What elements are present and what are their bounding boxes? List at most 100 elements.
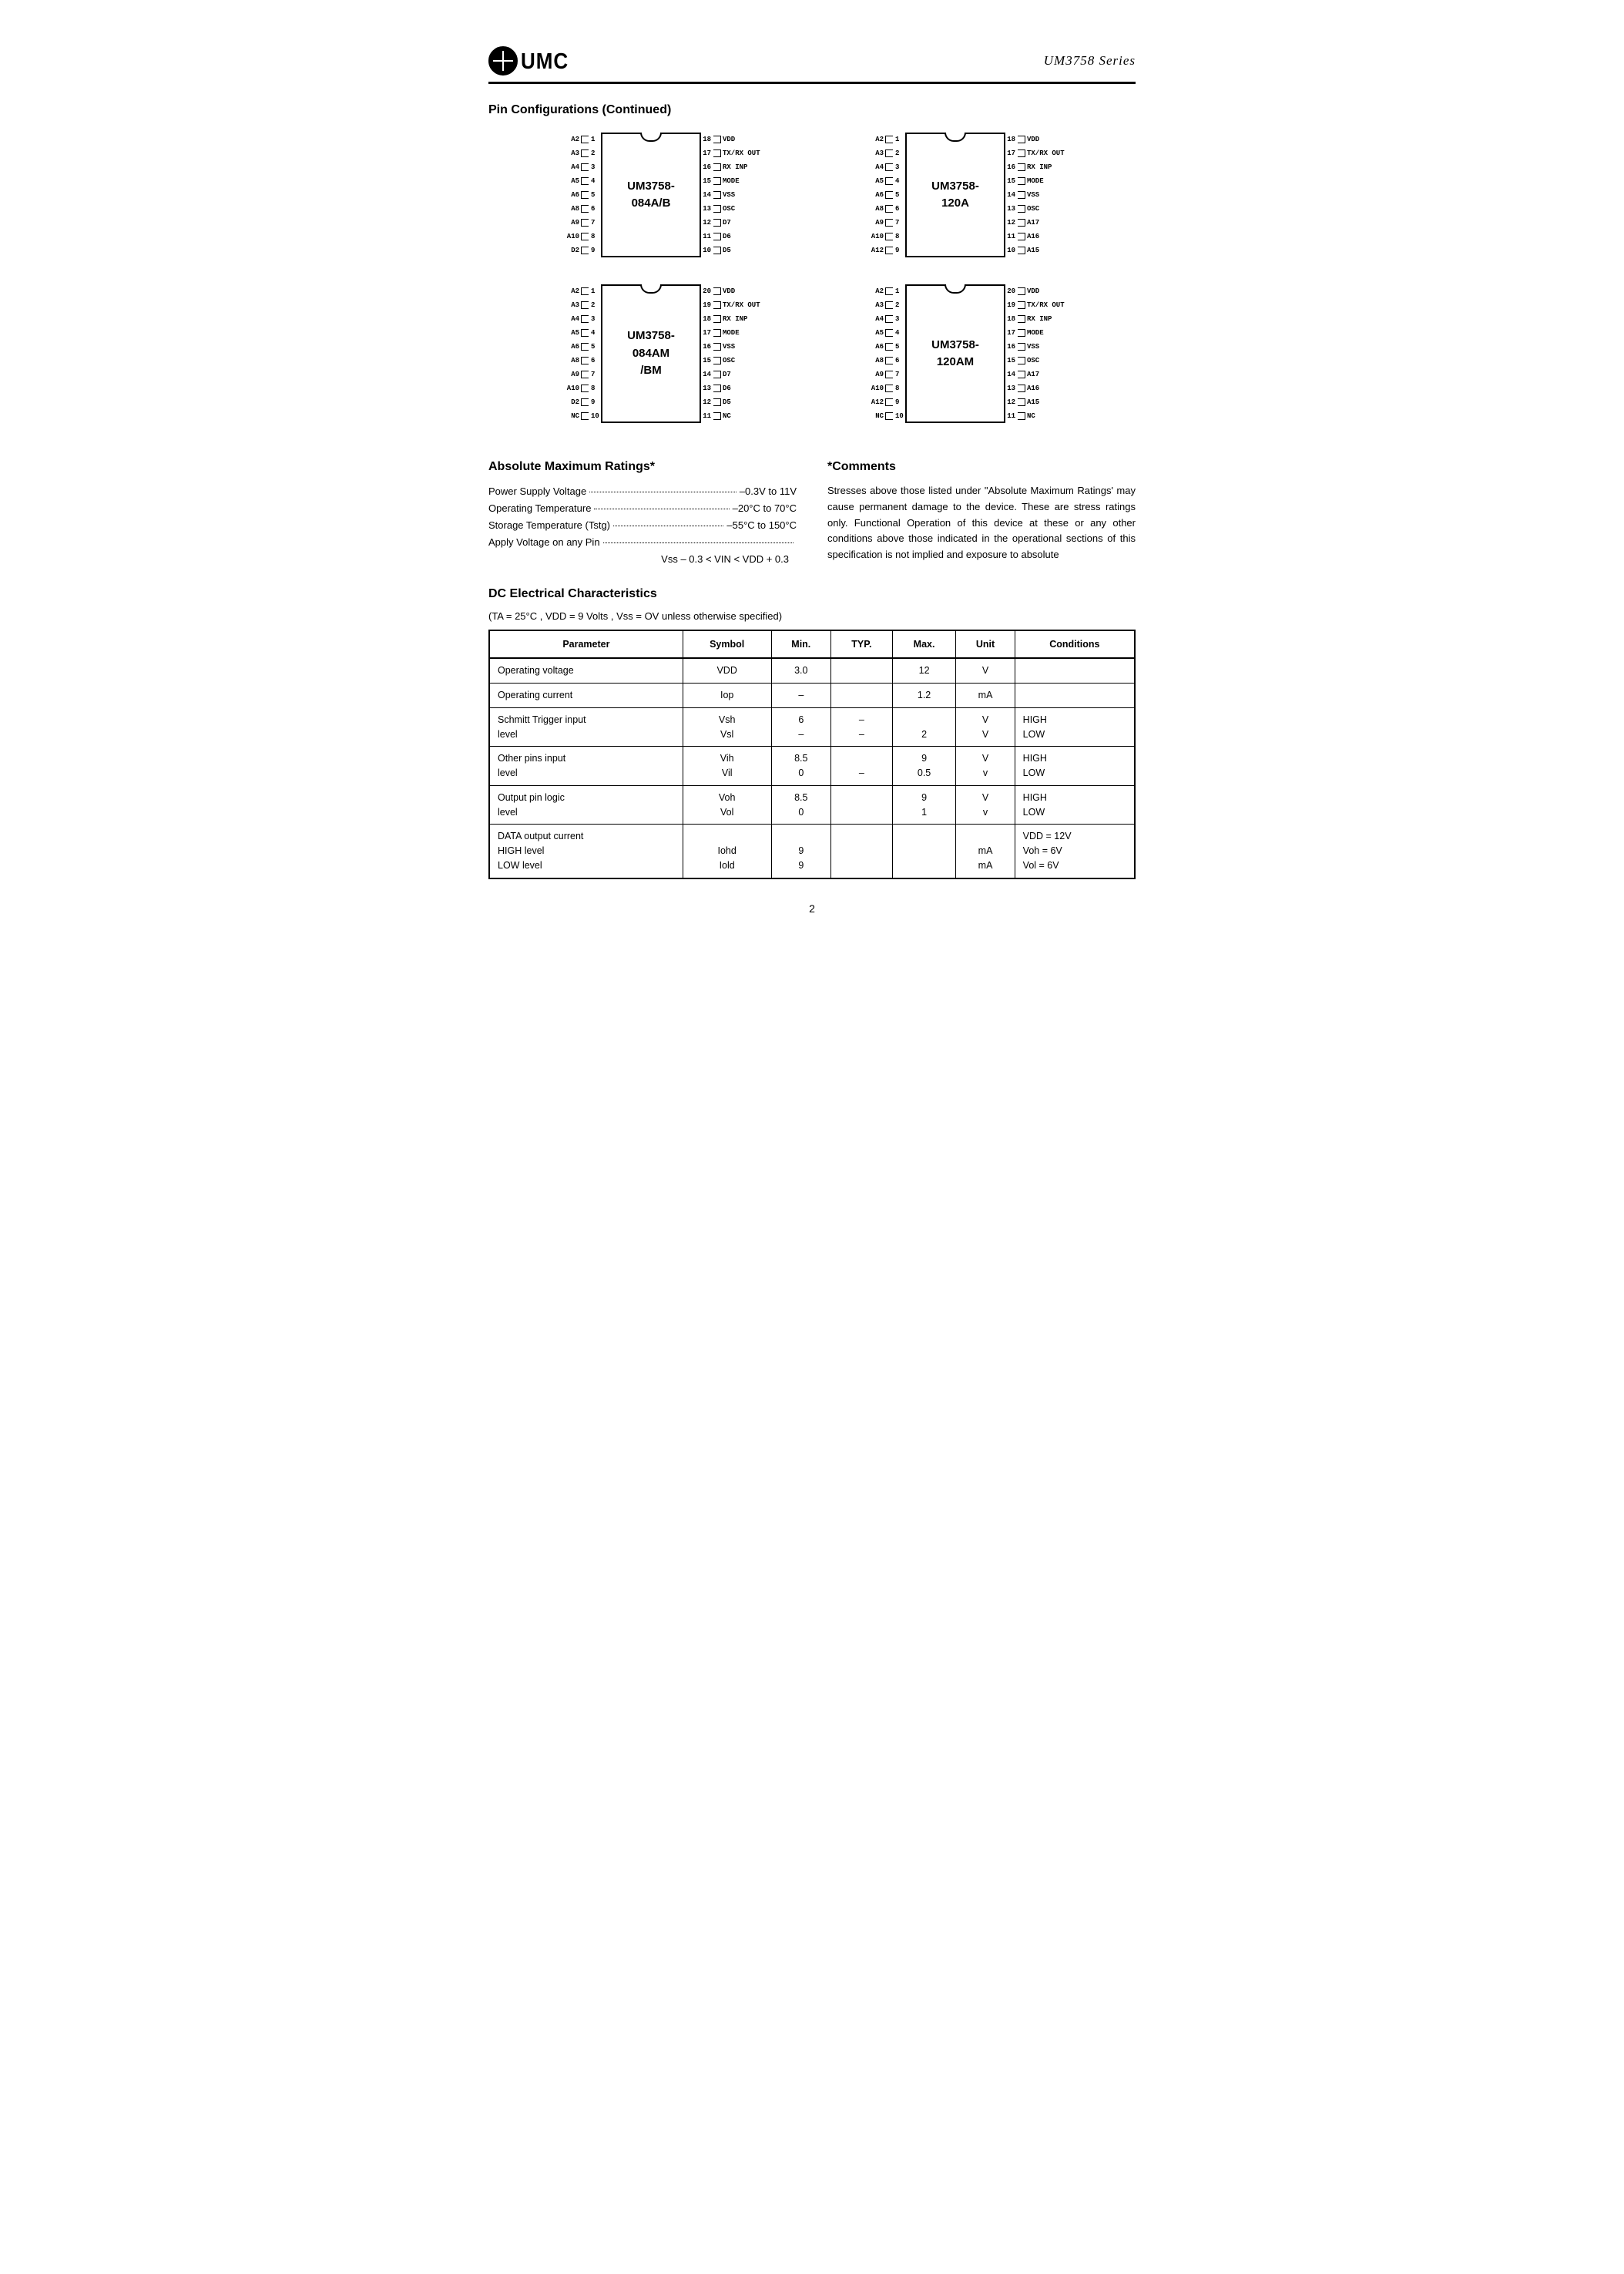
pin-number: 12 (701, 220, 713, 227)
rating-value: –0.3V to 11V (740, 483, 797, 500)
pin-icon (885, 247, 893, 254)
pin-config-grid: A21A32A43A54A65A86A97A108D29UM3758- 084A… (558, 133, 1136, 423)
pin-label: A5 (862, 330, 885, 337)
pin-number: 17 (1005, 150, 1018, 157)
pin-label: A5 (558, 178, 581, 185)
pin-icon (581, 412, 589, 420)
table-cell (831, 684, 893, 708)
pin-number: 20 (701, 288, 713, 295)
pin-number: 3 (589, 316, 601, 323)
pin-icon (713, 343, 721, 351)
pin-number: 15 (1005, 358, 1018, 364)
pin-icon (581, 205, 589, 213)
table-header: Unit (956, 630, 1015, 658)
pin-label: TX/RX OUT (1025, 150, 1065, 157)
pin-number: 1 (589, 136, 601, 143)
chip-label: UM3758- 084AM /BM (627, 327, 675, 380)
pin-number: 11 (701, 413, 713, 420)
dc-title: DC Electrical Characteristics (488, 587, 1136, 601)
pin-icon (713, 385, 721, 392)
pin-label: A4 (862, 164, 885, 171)
pin-icon (1018, 385, 1025, 392)
chip-body: UM3758- 084A/B (601, 133, 701, 257)
table-cell: 6 – (771, 707, 831, 747)
table-cell: mA (956, 684, 1015, 708)
table-cell (831, 658, 893, 683)
pin-label: RX INP (721, 316, 747, 323)
table-cell: Vsh Vsl (683, 707, 771, 747)
page-number: 2 (488, 902, 1136, 915)
pin-icon (713, 301, 721, 309)
pin-number: 16 (701, 164, 713, 171)
table-cell: 12 (892, 658, 956, 683)
pin-config-title: Pin Configurations (Continued) (488, 103, 1136, 117)
pin-number: 14 (1005, 192, 1018, 199)
pin-icon (885, 219, 893, 227)
rating-row: Operating Temperature–20°C to 70°C (488, 500, 797, 517)
pin-label: VDD (1025, 288, 1039, 295)
table-cell: VDD (683, 658, 771, 683)
pin-label: NC (1025, 413, 1035, 420)
pin-icon (1018, 163, 1025, 171)
pin-number: 7 (589, 371, 601, 378)
pin-icon (1018, 136, 1025, 143)
pin-number: 13 (1005, 206, 1018, 213)
pin-label: OSC (721, 358, 735, 364)
pin-label: D5 (721, 247, 731, 254)
table-cell: HIGH LOW (1015, 785, 1135, 825)
pin-number: 17 (701, 150, 713, 157)
pin-icon (713, 149, 721, 157)
pin-label: A2 (558, 288, 581, 295)
pin-label: D7 (721, 371, 731, 378)
pin-label: VDD (721, 288, 735, 295)
dots-leader (613, 517, 723, 526)
pin-number: 16 (1005, 164, 1018, 171)
pin-number: 12 (1005, 399, 1018, 406)
chip-diagram: A21A32A43A54A65A86A97A108A129NC10UM3758-… (862, 284, 1136, 423)
pin-label: A5 (558, 330, 581, 337)
pin-label: A15 (1025, 399, 1039, 406)
pin-number: 20 (1005, 288, 1018, 295)
pin-icon (713, 357, 721, 364)
pin-icon (713, 371, 721, 378)
table-row: Schmitt Trigger input levelVsh Vsl6 –– –… (489, 707, 1135, 747)
pin-number: 7 (893, 371, 905, 378)
table-row: DATA output current HIGH level LOW level… (489, 825, 1135, 878)
pin-number: 18 (701, 316, 713, 323)
pin-icon (713, 205, 721, 213)
pin-icon (713, 136, 721, 143)
pin-icon (885, 191, 893, 199)
pin-icon (1018, 177, 1025, 185)
pin-label: A8 (558, 358, 581, 364)
table-cell (831, 825, 893, 878)
table-cell: 9 0.5 (892, 747, 956, 786)
pin-number: 7 (589, 220, 601, 227)
pin-label: D5 (721, 399, 731, 406)
two-column-section: Absolute Maximum Ratings* Power Supply V… (488, 446, 1136, 568)
pin-label: NC (721, 413, 731, 420)
pin-icon (885, 371, 893, 378)
pin-icon (885, 233, 893, 240)
pin-number: 5 (589, 344, 601, 351)
pin-number: 13 (1005, 385, 1018, 392)
chip-label: UM3758- 120AM (931, 337, 979, 371)
pin-label: OSC (1025, 206, 1039, 213)
table-header: TYP. (831, 630, 893, 658)
pin-number: 8 (589, 385, 601, 392)
pin-icon (581, 247, 589, 254)
logo: UMC (488, 46, 569, 76)
table-cell: Other pins input level (489, 747, 683, 786)
pin-label: A10 (558, 233, 581, 240)
pin-number: 3 (893, 164, 905, 171)
pin-icon (885, 343, 893, 351)
pin-label: A5 (862, 178, 885, 185)
pin-number: 9 (893, 247, 905, 254)
pin-icon (885, 329, 893, 337)
pin-number: 4 (589, 178, 601, 185)
pin-icon (581, 343, 589, 351)
chip-body: UM3758- 120A (905, 133, 1005, 257)
ratings-list: Power Supply Voltage–0.3V to 11VOperatin… (488, 483, 797, 568)
pin-icon (1018, 357, 1025, 364)
pin-label: A12 (862, 399, 885, 406)
pin-label: TX/RX OUT (721, 302, 760, 309)
